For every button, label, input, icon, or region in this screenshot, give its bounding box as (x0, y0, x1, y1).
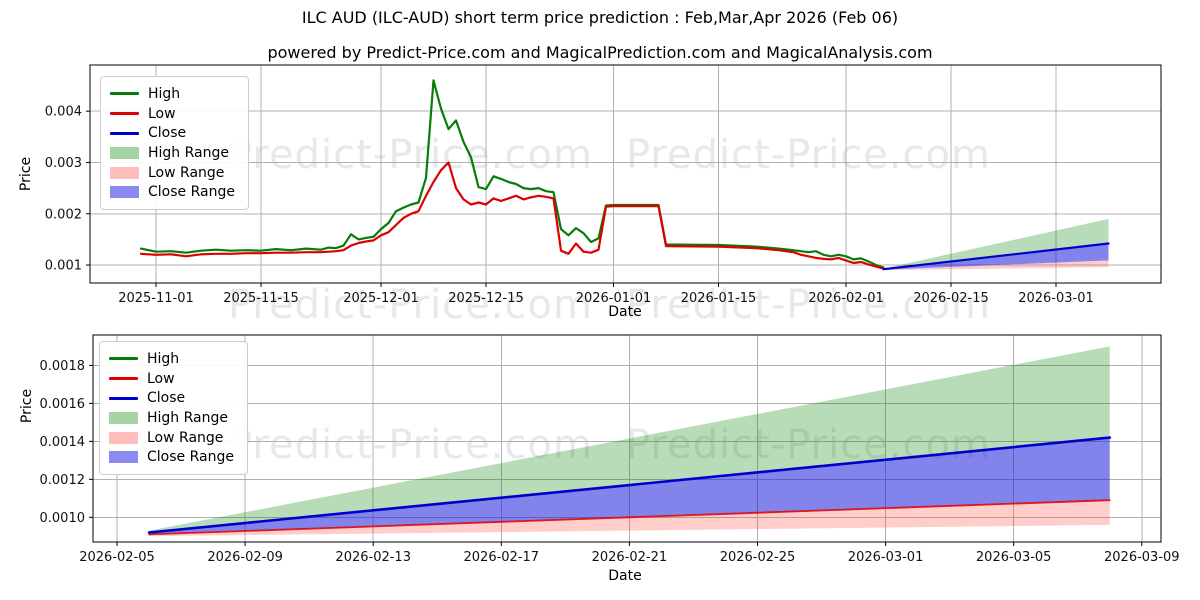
low-forecast-line (148, 499, 1111, 536)
legend-item-high: High (110, 84, 238, 104)
close-line (882, 242, 1110, 271)
legend-item-close-range: Close Range (109, 447, 237, 467)
legend-item-close-range: Close Range (110, 182, 238, 202)
x-tick-label: 2026-02-21 (592, 550, 668, 565)
low-range-band (883, 260, 1109, 271)
x-tick-label: 2026-03-01 (848, 550, 924, 565)
chart-subtitle: powered by Predict-Price.com and Magical… (267, 43, 933, 62)
y-tick-label: 0.0014 (40, 435, 86, 450)
watermark-text: Predict-Price.com (626, 132, 991, 178)
low-line-swatch (109, 377, 138, 380)
y-tick-label: 0.003 (45, 156, 82, 171)
close-line (147, 436, 1112, 534)
x-tick-label: 2026-03-09 (1104, 550, 1180, 565)
close-range-swatch (109, 451, 138, 464)
high-line-swatch (109, 357, 138, 361)
top-chart-y-axis-label: Price (18, 156, 34, 192)
legend-item-low: Low (110, 104, 238, 124)
legend-item-high-range: High Range (110, 143, 238, 163)
close-range-band (883, 243, 1109, 270)
plot-border (89, 64, 1162, 284)
x-tick-label: 2026-02-25 (720, 550, 796, 565)
x-tick-label: 2026-02-09 (207, 550, 283, 565)
legend-item-high: High (109, 349, 237, 369)
x-tick-label: 2026-02-17 (464, 550, 540, 565)
low-range-swatch (110, 166, 139, 179)
watermark-text: Predict-Price.com (228, 422, 593, 468)
low-line-swatch (110, 112, 139, 115)
close-range-band (149, 437, 1110, 535)
x-tick-label: 2026-01-15 (681, 291, 757, 306)
x-tick-label: 2026-02-01 (808, 291, 884, 306)
x-tick-label: 2026-02-15 (913, 291, 989, 306)
bottom-chart-y-axis-label: Price (19, 388, 35, 424)
y-tick-label: 0.002 (45, 207, 82, 222)
close-line-swatch (110, 131, 139, 135)
legend-item-close: Close (110, 123, 238, 143)
x-tick-label: 2025-12-15 (448, 291, 524, 306)
x-tick-label: 2025-12-01 (343, 291, 419, 306)
y-tick-label: 0.0012 (40, 473, 86, 488)
low-line (139, 161, 885, 270)
bottom-chart-x-axis-label: Date (608, 568, 642, 584)
high-range-swatch (110, 146, 139, 159)
low-range-band (149, 500, 1110, 537)
x-tick-label: 2026-02-05 (79, 550, 155, 565)
legend-item-high-range: High Range (109, 408, 237, 428)
x-tick-label: 2025-11-15 (223, 291, 299, 306)
plot-border (92, 334, 1162, 543)
top-chart-legend: High Low Close High Range Low Range Clos… (100, 76, 249, 210)
y-tick-label: 0.0010 (40, 511, 86, 526)
legend-item-low-range: Low Range (109, 428, 237, 448)
watermark-text: Predict-Price.com (228, 132, 593, 178)
legend-item-low-range: Low Range (110, 163, 238, 183)
x-tick-label: 2026-03-01 (1018, 291, 1094, 306)
legend-item-close: Close (109, 388, 237, 408)
watermark-text: Predict-Price.com (626, 422, 991, 468)
high-line (139, 79, 885, 269)
high-range-band (149, 346, 1110, 533)
y-tick-label: 0.0018 (40, 359, 86, 374)
x-tick-label: 2026-02-13 (335, 550, 411, 565)
close-range-swatch (110, 186, 139, 199)
chart-title: ILC AUD (ILC-AUD) short term price predi… (301, 8, 899, 27)
high-line-swatch (110, 92, 139, 96)
high-range-band (883, 218, 1109, 270)
close-line-swatch (109, 396, 138, 400)
y-tick-label: 0.001 (45, 259, 82, 274)
x-tick-label: 2026-03-05 (976, 550, 1052, 565)
top-chart-x-axis-label: Date (608, 304, 642, 320)
y-tick-label: 0.004 (45, 105, 82, 120)
low-range-swatch (109, 431, 138, 444)
watermark-text: Predict-Price.com (228, 282, 593, 328)
bottom-chart-legend: High Low Close High Range Low Range Clos… (99, 341, 248, 475)
x-tick-label: 2025-11-01 (118, 291, 194, 306)
y-tick-label: 0.0016 (40, 397, 86, 412)
legend-item-low: Low (109, 369, 237, 389)
high-range-swatch (109, 411, 138, 424)
